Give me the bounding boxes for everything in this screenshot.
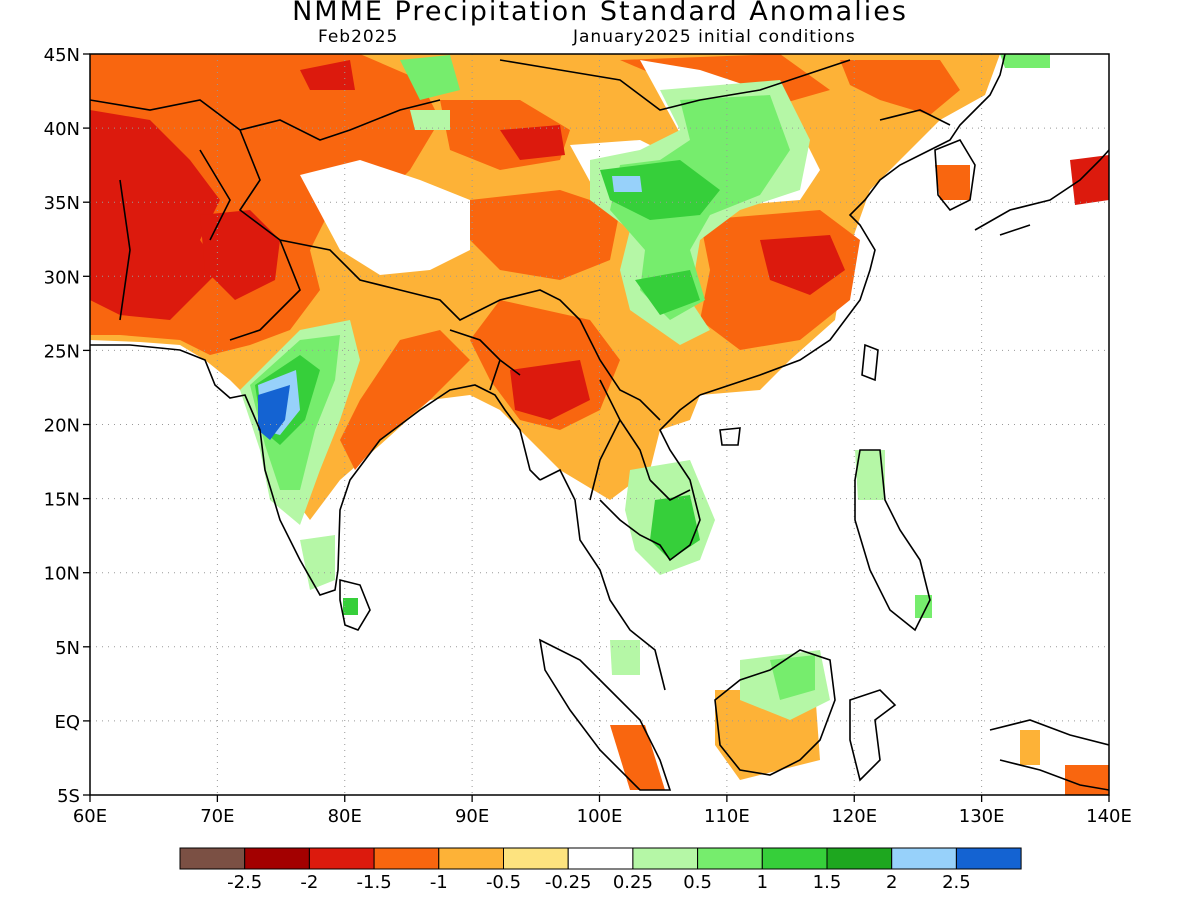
coastline-japan bbox=[974, 149, 1109, 236]
coastline-india bbox=[90, 344, 541, 596]
legend-label: -0.25 bbox=[545, 872, 592, 893]
anomaly-region bbox=[612, 176, 642, 192]
anomaly-region bbox=[635, 270, 700, 315]
anomaly-region bbox=[1065, 765, 1109, 795]
coastline-sumatra bbox=[538, 638, 672, 791]
lon-tick-label: 140E bbox=[1086, 806, 1132, 827]
anomaly-region bbox=[500, 125, 565, 160]
lat-tick-label: 20N bbox=[44, 416, 80, 437]
legend-swatch bbox=[632, 847, 699, 870]
target-month-label: Feb2025 bbox=[318, 27, 399, 47]
anomaly-region bbox=[600, 160, 720, 220]
anomaly-region bbox=[410, 110, 450, 130]
coastline-se-asia bbox=[539, 394, 701, 691]
lat-tick-label: 30N bbox=[44, 267, 80, 288]
anomaly-region bbox=[1000, 54, 1050, 68]
anomaly-shading bbox=[90, 54, 1109, 795]
anomaly-region bbox=[400, 55, 460, 100]
anomaly-region bbox=[1020, 730, 1040, 765]
legend-label: 2.5 bbox=[942, 872, 971, 893]
legend-swatch bbox=[761, 847, 828, 870]
legend-swatch bbox=[891, 847, 957, 870]
legend-label: 0.25 bbox=[613, 872, 653, 893]
lat-tick-label: 15N bbox=[44, 490, 80, 511]
anomaly-region bbox=[840, 60, 960, 115]
anomaly-region bbox=[343, 598, 358, 615]
legend-swatch bbox=[826, 847, 893, 870]
coastline-korea bbox=[934, 139, 976, 212]
anomaly-region bbox=[470, 190, 620, 280]
legend-label: -2.5 bbox=[227, 872, 262, 893]
coastline-sulawesi bbox=[849, 689, 897, 782]
anomaly-region bbox=[300, 160, 470, 275]
lat-tick-label: 35N bbox=[44, 193, 80, 214]
legend-swatch bbox=[697, 847, 763, 870]
lon-tick-label: 130E bbox=[959, 806, 1005, 827]
color-legend: -2.5 -2 -1.5 -1 -0.5 -0.25 0.25 0.5 1 1.5 2 2.5 bbox=[179, 847, 1022, 893]
map-title: NMME Precipitation Standard Anomalies bbox=[292, 0, 908, 27]
coastline-new-guinea bbox=[989, 719, 1109, 791]
legend-label: -1.5 bbox=[357, 872, 392, 893]
anomaly-region bbox=[90, 110, 220, 320]
anomaly-region bbox=[935, 165, 970, 200]
lat-tick-label: 5N bbox=[55, 638, 80, 659]
legend-swatch bbox=[308, 847, 375, 870]
lon-tick-label: 110E bbox=[704, 806, 750, 827]
lon-tick-label: 60E bbox=[73, 806, 107, 827]
anomaly-region bbox=[258, 385, 290, 440]
lon-tick-label: 70E bbox=[200, 806, 234, 827]
anomaly-region bbox=[760, 235, 845, 295]
lon-tick-label: 100E bbox=[577, 806, 623, 827]
lat-tick-label: 40N bbox=[44, 119, 80, 140]
lat-tick-label: 10N bbox=[44, 564, 80, 585]
coastline-hainan bbox=[719, 427, 741, 446]
anomaly-region bbox=[300, 60, 355, 90]
legend-swatch bbox=[438, 847, 504, 870]
anomaly-region bbox=[200, 210, 280, 300]
border-line bbox=[90, 59, 951, 501]
lon-tick-label: 90E bbox=[455, 806, 489, 827]
legend-swatch bbox=[503, 847, 569, 870]
initial-conditions-label: January2025 initial conditions bbox=[573, 27, 856, 47]
legend-label: -1 bbox=[430, 872, 448, 893]
lat-tick-label: 25N bbox=[44, 341, 80, 362]
legend-swatch bbox=[244, 847, 310, 870]
legend-label: 1.5 bbox=[813, 872, 842, 893]
legend-label: 2 bbox=[886, 872, 897, 893]
anomaly-region bbox=[510, 360, 590, 420]
legend-swatch bbox=[567, 847, 634, 870]
coastline-china bbox=[699, 54, 1006, 396]
lat-tick-label: EQ bbox=[54, 712, 80, 733]
anomaly-region bbox=[915, 595, 932, 618]
coastline-taiwan bbox=[861, 343, 879, 382]
anomaly-region bbox=[650, 495, 700, 560]
legend-label: 0.5 bbox=[683, 872, 712, 893]
anomaly-region bbox=[610, 640, 640, 675]
legend-label: -0.5 bbox=[486, 872, 521, 893]
lon-tick-label: 120E bbox=[831, 806, 877, 827]
coastline-sri-lanka bbox=[339, 578, 371, 631]
legend-label: -2 bbox=[300, 872, 318, 893]
coastlines bbox=[90, 54, 1109, 791]
lat-tick-label: 5S bbox=[57, 786, 80, 807]
coastline-philippines bbox=[854, 449, 931, 632]
anomaly-region bbox=[300, 535, 335, 590]
coastline-borneo bbox=[714, 649, 836, 776]
anomaly-region bbox=[610, 725, 665, 790]
anomaly-region bbox=[340, 330, 470, 470]
legend-swatch bbox=[373, 847, 440, 870]
anomaly-region bbox=[1070, 155, 1109, 205]
legend-swatch bbox=[955, 847, 1022, 870]
legend-label: 1 bbox=[757, 872, 768, 893]
lon-tick-label: 80E bbox=[328, 806, 362, 827]
anomaly-region bbox=[855, 450, 885, 500]
anomaly-region bbox=[770, 655, 815, 700]
lat-tick-label: 45N bbox=[44, 45, 80, 66]
legend-swatch bbox=[179, 847, 246, 870]
